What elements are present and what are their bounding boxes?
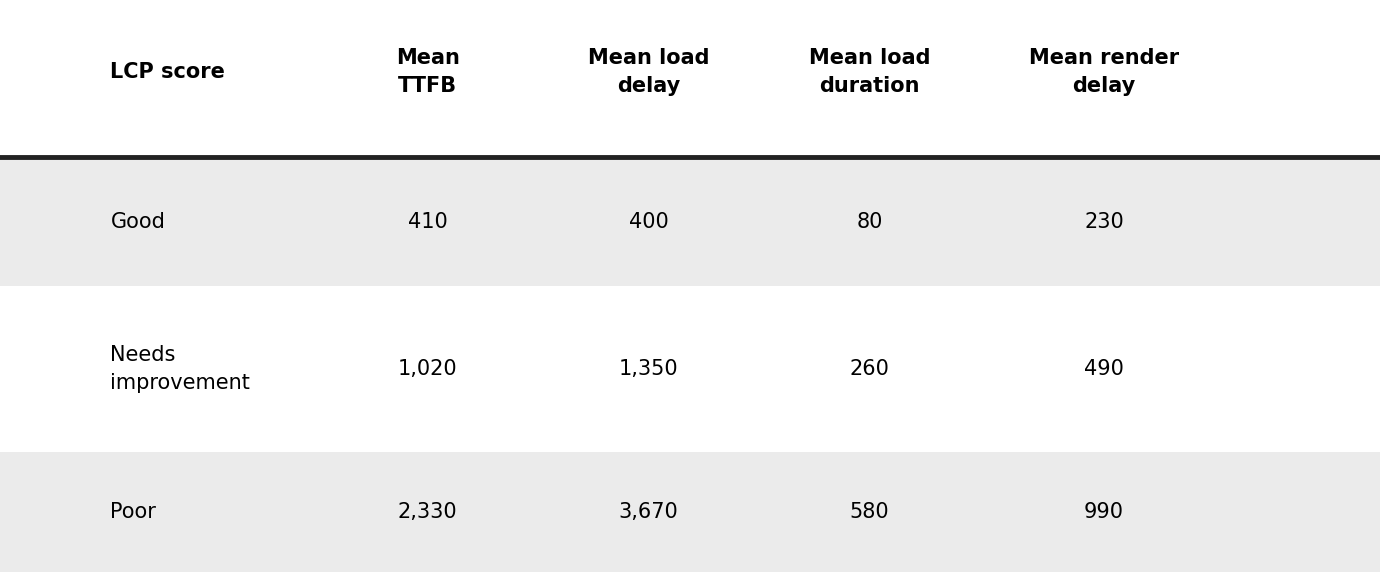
Bar (0, 286, 1380, 452)
Text: 400: 400 (629, 212, 668, 232)
Text: 1,020: 1,020 (397, 359, 458, 379)
Text: Good: Good (110, 212, 166, 232)
Text: 580: 580 (850, 502, 889, 522)
Bar (0, 452, 1380, 572)
Text: LCP score: LCP score (110, 62, 225, 81)
Bar (0, 0, 1380, 157)
Text: 1,350: 1,350 (618, 359, 679, 379)
Text: 230: 230 (1085, 212, 1123, 232)
Text: Needs
improvement: Needs improvement (110, 345, 250, 393)
Text: 990: 990 (1085, 502, 1123, 522)
Text: Mean
TTFB: Mean TTFB (396, 47, 460, 96)
Bar (0, 157, 1380, 286)
Text: 410: 410 (408, 212, 447, 232)
Text: 490: 490 (1085, 359, 1123, 379)
Text: Mean render
delay: Mean render delay (1029, 47, 1179, 96)
Text: Mean load
delay: Mean load delay (588, 47, 709, 96)
Text: 80: 80 (856, 212, 883, 232)
Text: 260: 260 (850, 359, 889, 379)
Text: Mean load
duration: Mean load duration (809, 47, 930, 96)
Text: 2,330: 2,330 (397, 502, 458, 522)
Text: 3,670: 3,670 (618, 502, 679, 522)
Text: Poor: Poor (110, 502, 156, 522)
